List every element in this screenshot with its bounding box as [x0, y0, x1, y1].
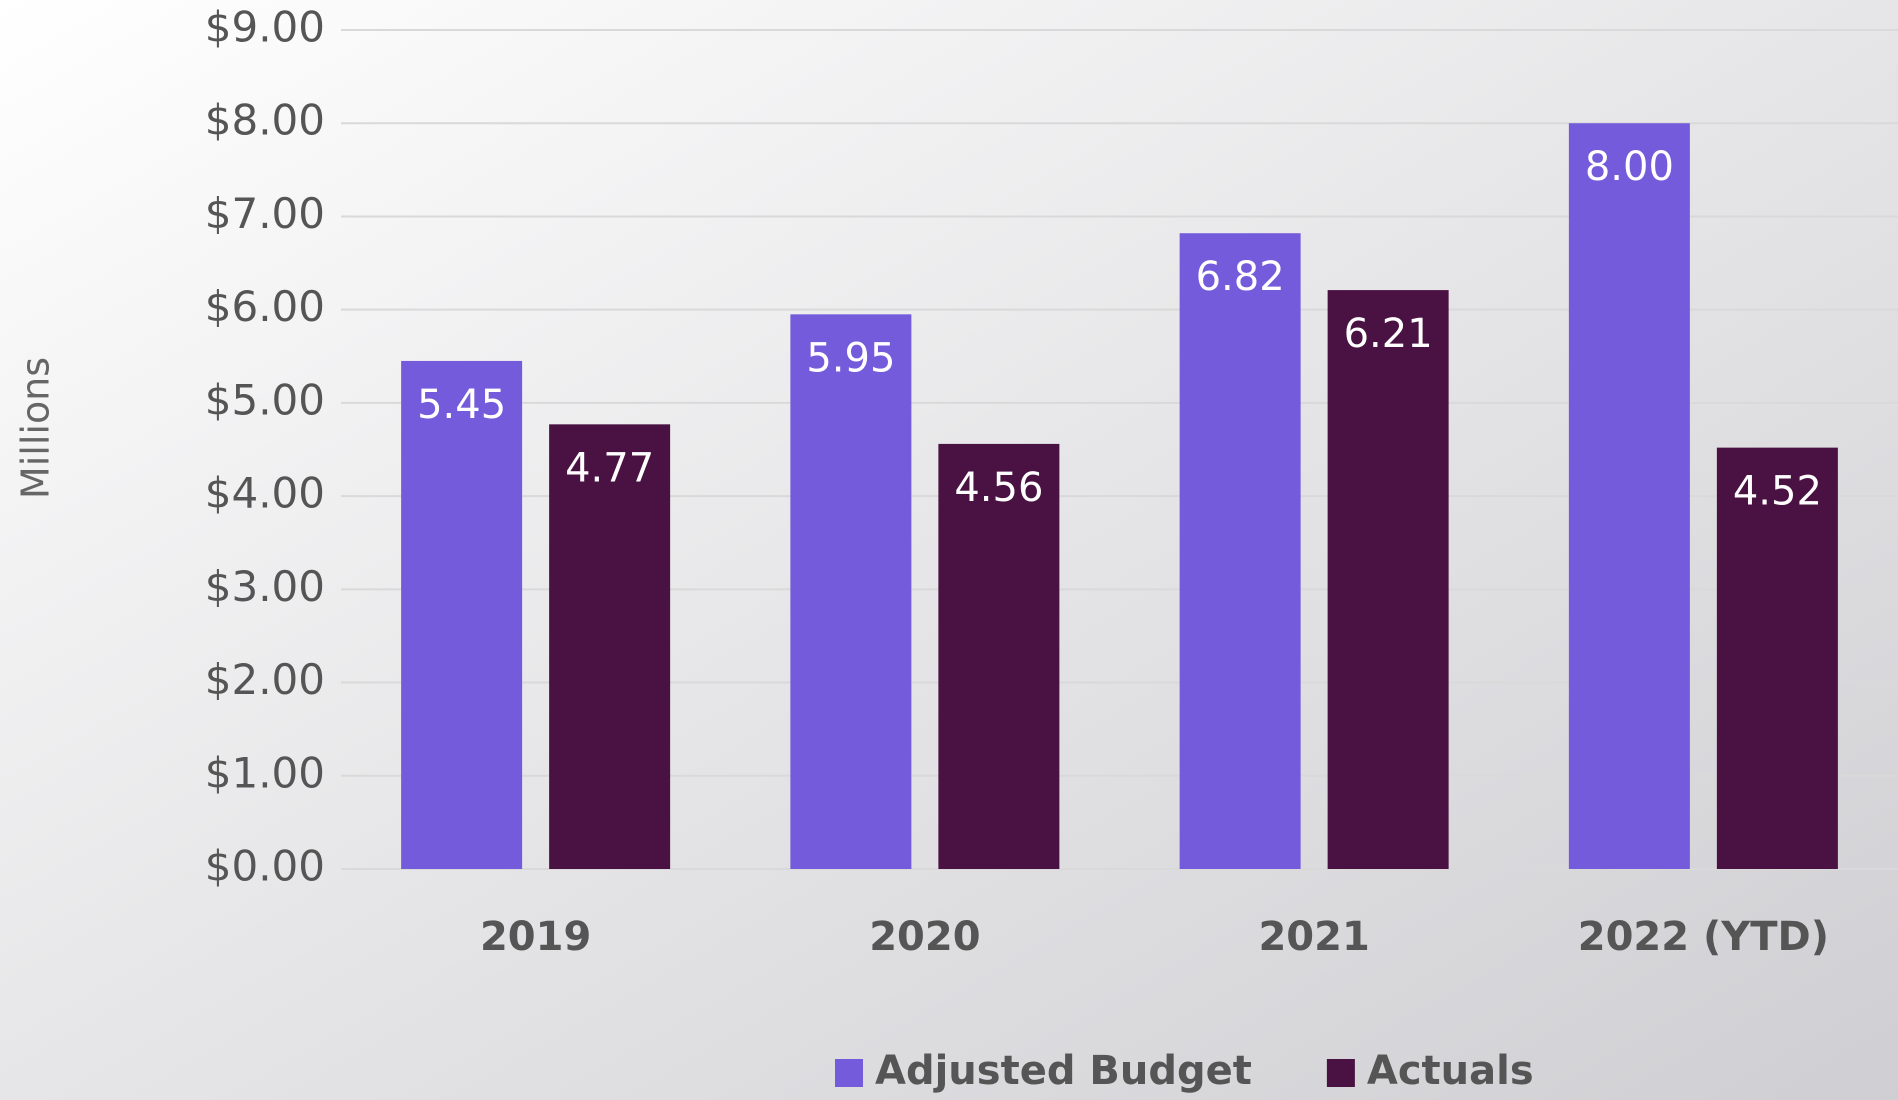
y-tick-label: $7.00	[205, 189, 325, 238]
y-tick-label: $9.00	[205, 3, 325, 52]
y-tick-label: $4.00	[205, 469, 325, 518]
x-tick-label: 2020	[869, 914, 980, 960]
data-label: 4.52	[1733, 469, 1822, 515]
data-label: 5.45	[417, 382, 506, 428]
y-tick-label: $3.00	[205, 562, 325, 611]
y-tick-label: $5.00	[205, 375, 325, 424]
legend-label: Actuals	[1367, 1048, 1534, 1094]
legend-swatch	[1327, 1059, 1355, 1087]
legend-swatch	[835, 1059, 863, 1087]
x-tick-label: 2022 (YTD)	[1578, 914, 1829, 960]
data-label: 4.56	[954, 465, 1043, 511]
data-label: 8.00	[1585, 144, 1674, 190]
data-label: 5.95	[806, 335, 895, 381]
bar	[1180, 233, 1301, 869]
data-label: 4.77	[565, 445, 654, 491]
y-tick-label: $1.00	[205, 748, 325, 797]
legend-label: Adjusted Budget	[875, 1048, 1252, 1094]
bar	[1328, 290, 1449, 869]
x-tick-label: 2021	[1258, 914, 1369, 960]
bar	[1569, 123, 1690, 869]
y-tick-label: $0.00	[205, 842, 325, 891]
y-tick-label: $6.00	[205, 282, 325, 331]
bar	[790, 314, 911, 869]
x-tick-label: 2019	[480, 914, 591, 960]
chart: Millions $0.00 $1.00 $2.00 $3.00 $4.00 $5.00 $…	[0, 0, 1898, 1100]
y-tick-label: $2.00	[205, 655, 325, 704]
y-tick-label: $8.00	[205, 96, 325, 145]
y-axis-label: Millions	[14, 357, 58, 499]
data-label: 6.21	[1344, 311, 1433, 357]
data-label: 6.82	[1196, 254, 1285, 300]
bar	[401, 361, 522, 869]
